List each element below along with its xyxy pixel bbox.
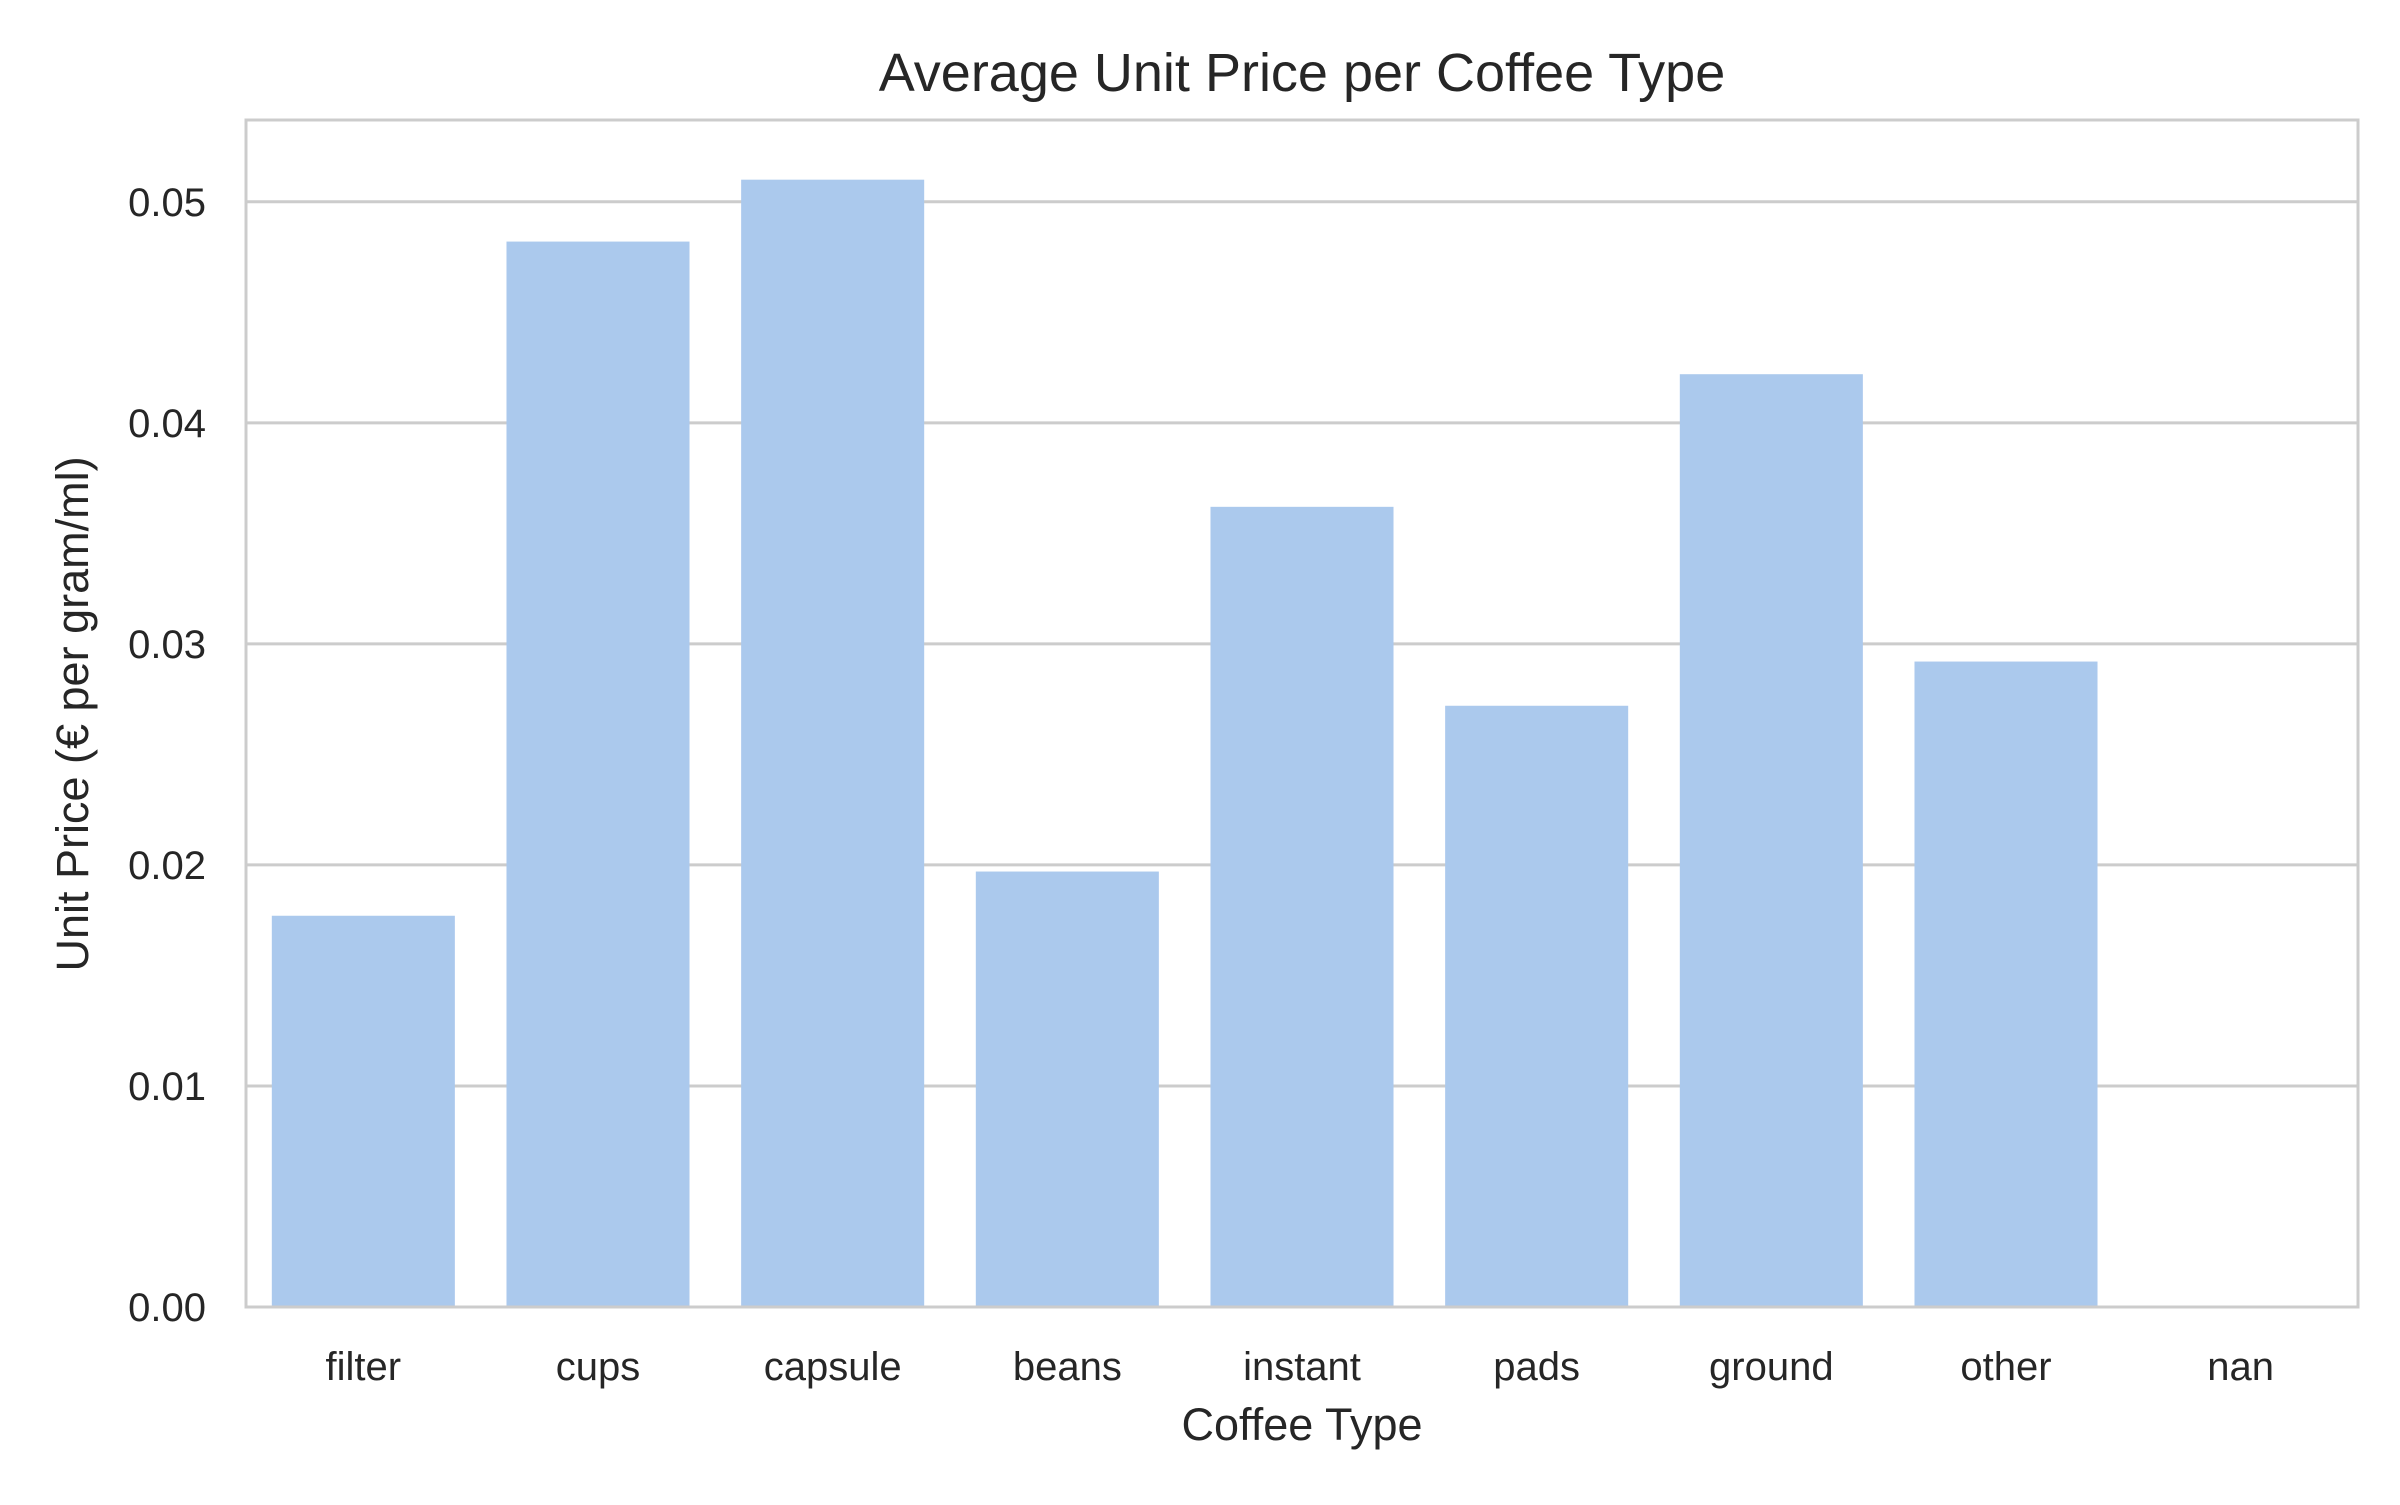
y-tick-label-5: 0.05 [128, 181, 206, 225]
bar-pads [1445, 705, 1629, 1307]
x-tick-label-cups: cups [556, 1345, 641, 1389]
x-axis-label: Coffee Type [1181, 1399, 1422, 1450]
y-axis-label: Unit Price (€ per gram/ml) [47, 456, 98, 971]
x-tick-labels: filter cups capsule beans instant pads ground o… [326, 1345, 2274, 1389]
bar-cups [506, 241, 690, 1307]
x-tick-label-nan: nan [2207, 1345, 2274, 1389]
plot-frame [244, 118, 2360, 1309]
y-tick-label-3: 0.03 [128, 623, 206, 667]
y-tick-label-1: 0.01 [128, 1065, 206, 1109]
bar-capsule [741, 179, 925, 1308]
bar-ground [1679, 374, 1863, 1308]
x-tick-label-pads: pads [1493, 1345, 1580, 1389]
x-tick-label-instant: instant [1243, 1345, 1361, 1389]
y-tick-labels: 0.00 0.01 0.02 0.03 0.04 0.05 [128, 181, 206, 1330]
bar-filter [271, 915, 455, 1307]
x-tick-label-filter: filter [326, 1345, 402, 1389]
x-tick-label-other: other [1960, 1345, 2051, 1389]
y-tick-label-0: 0.00 [128, 1286, 206, 1330]
bar-other [1914, 661, 2098, 1307]
chart-title: Average Unit Price per Coffee Type [879, 43, 1726, 103]
bar-instant [1210, 506, 1394, 1307]
x-tick-label-ground: ground [1709, 1345, 1834, 1389]
x-tick-label-beans: beans [1013, 1345, 1122, 1389]
y-tick-label-2: 0.02 [128, 844, 206, 888]
bars [271, 179, 2098, 1308]
y-tick-label-4: 0.04 [128, 402, 206, 446]
bar-beans [975, 871, 1159, 1307]
x-tick-label-capsule: capsule [764, 1345, 902, 1389]
